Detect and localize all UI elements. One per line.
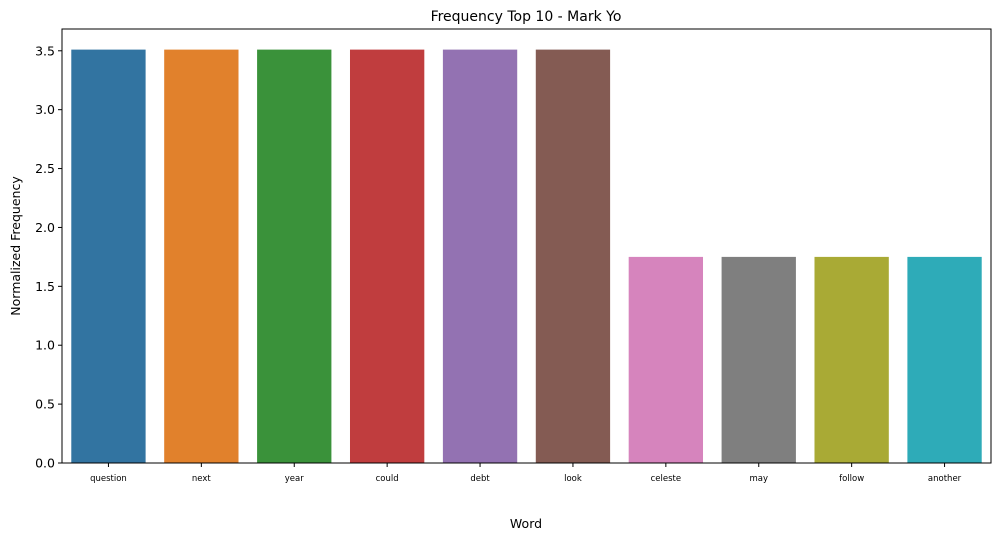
x-axis-label: Word bbox=[510, 516, 542, 531]
y-tick-label: 1.0 bbox=[35, 338, 55, 353]
y-tick-label: 3.5 bbox=[35, 43, 55, 58]
bar-celeste bbox=[628, 256, 704, 463]
y-tick-label: 0.0 bbox=[35, 456, 55, 471]
y-tick-label: 2.0 bbox=[35, 220, 55, 235]
y-tick-label: 2.5 bbox=[35, 161, 55, 176]
bar-may bbox=[721, 256, 796, 463]
x-tick-label: next bbox=[192, 474, 211, 484]
bar-year bbox=[257, 49, 332, 464]
x-tick-label: question bbox=[90, 474, 127, 484]
bar-follow bbox=[814, 256, 889, 463]
x-tick-label: look bbox=[564, 474, 582, 484]
y-tick-label: 0.5 bbox=[35, 397, 55, 412]
bar-next bbox=[164, 49, 239, 464]
x-tick-label: follow bbox=[839, 474, 864, 484]
bar-debt bbox=[442, 49, 518, 464]
y-axis-label: Normalized Frequency bbox=[8, 176, 23, 316]
plot-frame bbox=[61, 28, 992, 464]
bars-group bbox=[71, 49, 982, 464]
y-axis-ticks: 0.0 0.5 1.0 1.5 2.0 2.5 3.0 3.5 bbox=[35, 43, 62, 471]
x-tick-label: may bbox=[749, 474, 768, 484]
x-tick-label: celeste bbox=[651, 474, 682, 484]
bar-another bbox=[907, 256, 982, 463]
chart-title: Frequency Top 10 - Mark Yo bbox=[431, 9, 622, 25]
y-tick-label: 3.0 bbox=[35, 102, 55, 117]
bar-could bbox=[349, 49, 425, 464]
bar-question bbox=[71, 49, 146, 464]
x-tick-label: another bbox=[928, 474, 962, 484]
bar-look bbox=[535, 49, 611, 464]
x-tick-label: year bbox=[285, 474, 304, 484]
y-tick-label: 1.5 bbox=[35, 279, 55, 294]
x-axis-ticks: question next year could debt look celeste may f… bbox=[90, 463, 962, 484]
x-tick-label: debt bbox=[470, 474, 490, 484]
x-tick-label: could bbox=[376, 474, 399, 484]
